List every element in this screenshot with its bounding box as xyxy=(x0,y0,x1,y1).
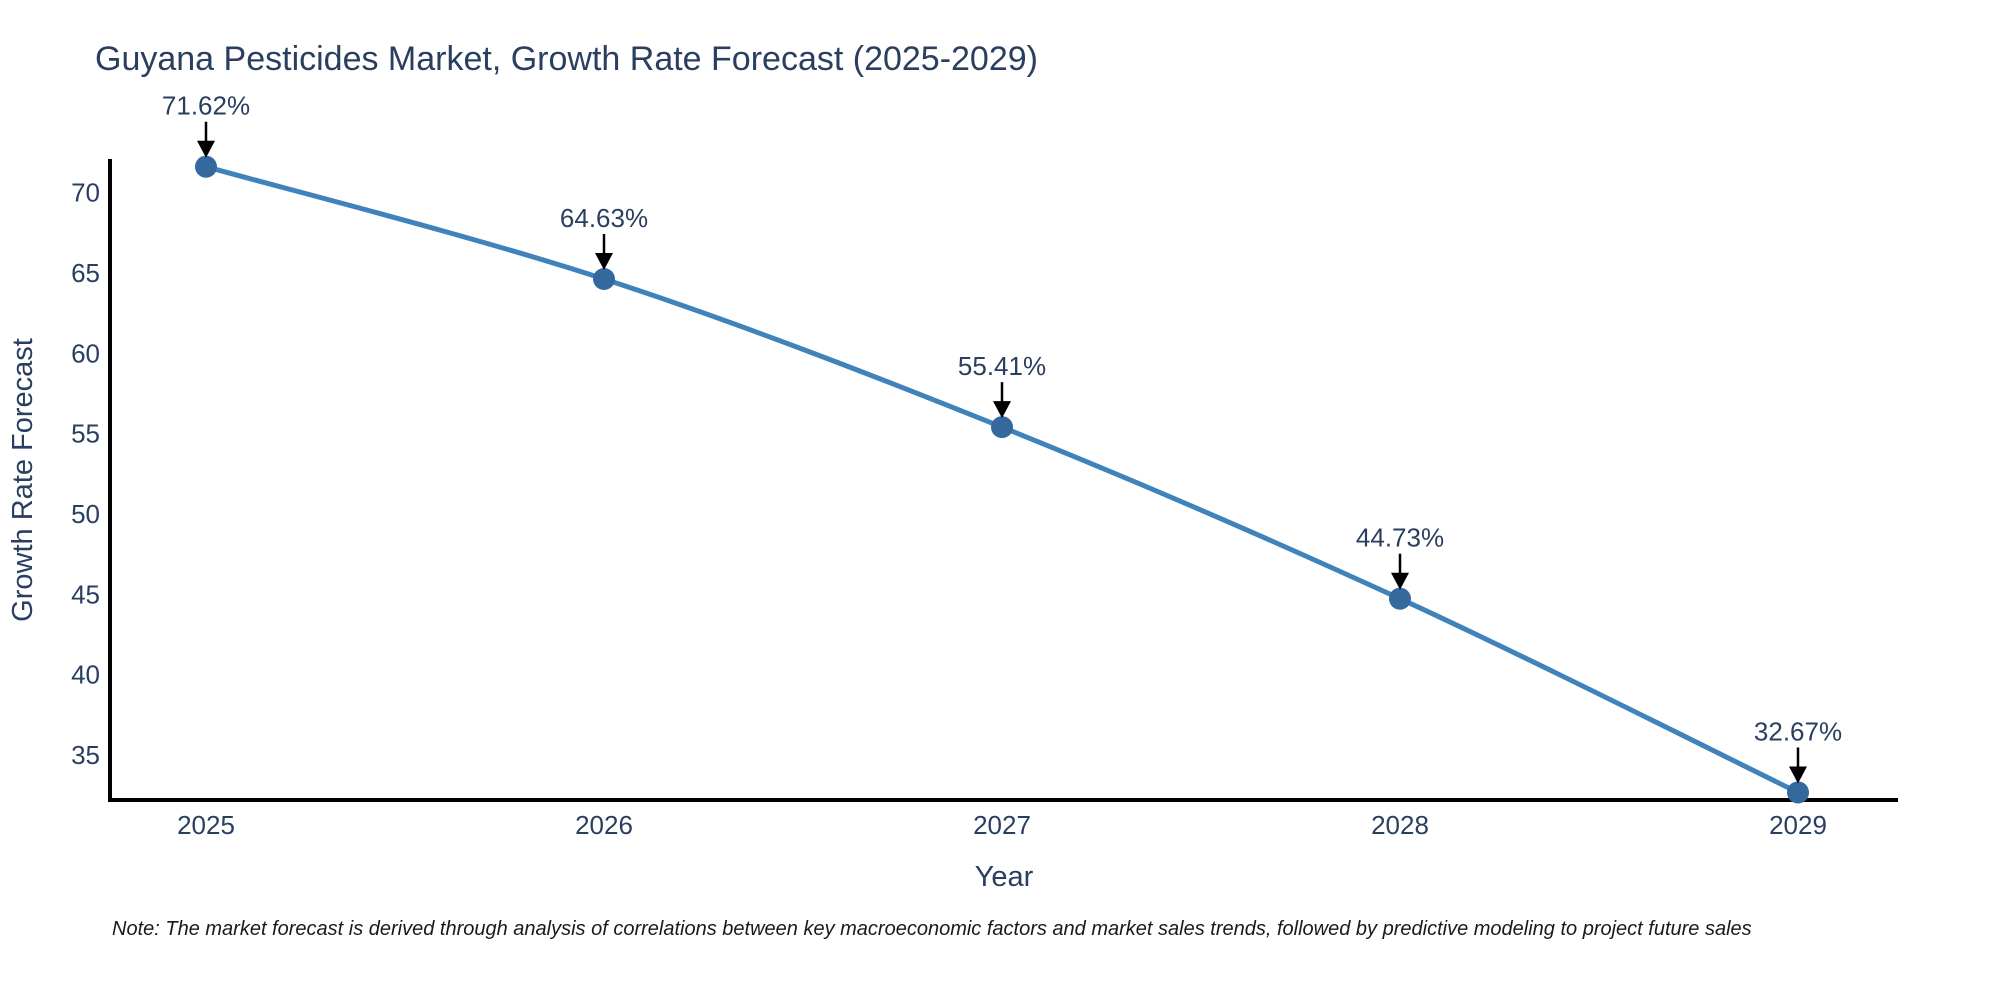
y-tick-label: 50 xyxy=(71,499,100,529)
footnote: Note: The market forecast is derived thr… xyxy=(112,918,1752,940)
chart-title: Guyana Pesticides Market, Growth Rate Fo… xyxy=(95,40,1038,78)
y-tick-label: 45 xyxy=(71,579,100,609)
y-tick-label: 55 xyxy=(71,419,100,449)
x-tick-label: 2025 xyxy=(177,810,235,840)
x-tick-label: 2026 xyxy=(575,810,633,840)
plot-area: 35 40 45 50 55 60 65 70 2025 2026 2027 2028 2029 71.6… xyxy=(71,91,1898,840)
annotation-arrow-head xyxy=(1789,766,1807,784)
x-tick-label: 2028 xyxy=(1371,810,1429,840)
y-tick-label: 35 xyxy=(71,740,100,770)
data-point-marker xyxy=(1389,587,1411,610)
x-tick-label: 2027 xyxy=(973,810,1031,840)
x-tick-label: 2029 xyxy=(1769,810,1827,840)
annotation-arrow-head xyxy=(993,401,1011,419)
y-tick-label: 65 xyxy=(71,258,100,288)
forecast-line xyxy=(205,164,1800,795)
annotation-arrow-head xyxy=(1391,572,1409,590)
x-axis-title: Year xyxy=(975,861,1034,893)
data-point-marker xyxy=(991,416,1013,439)
y-tick-label: 70 xyxy=(71,178,100,208)
data-point-label: 64.63% xyxy=(560,203,648,233)
y-tick-label: 40 xyxy=(71,660,100,690)
data-point-marker xyxy=(1787,781,1809,804)
annotation-arrow-head xyxy=(595,253,613,271)
data-point-marker xyxy=(593,268,615,291)
y-axis-title: Growth Rate Forecast xyxy=(7,338,39,622)
data-point-label: 71.62% xyxy=(162,91,250,121)
data-point-label: 32.67% xyxy=(1754,716,1842,746)
annotation-arrow-head xyxy=(197,140,215,158)
y-tick-label: 60 xyxy=(71,338,100,368)
data-point-label: 55.41% xyxy=(958,351,1046,381)
data-point-marker xyxy=(195,155,217,178)
data-point-label: 44.73% xyxy=(1356,523,1444,553)
